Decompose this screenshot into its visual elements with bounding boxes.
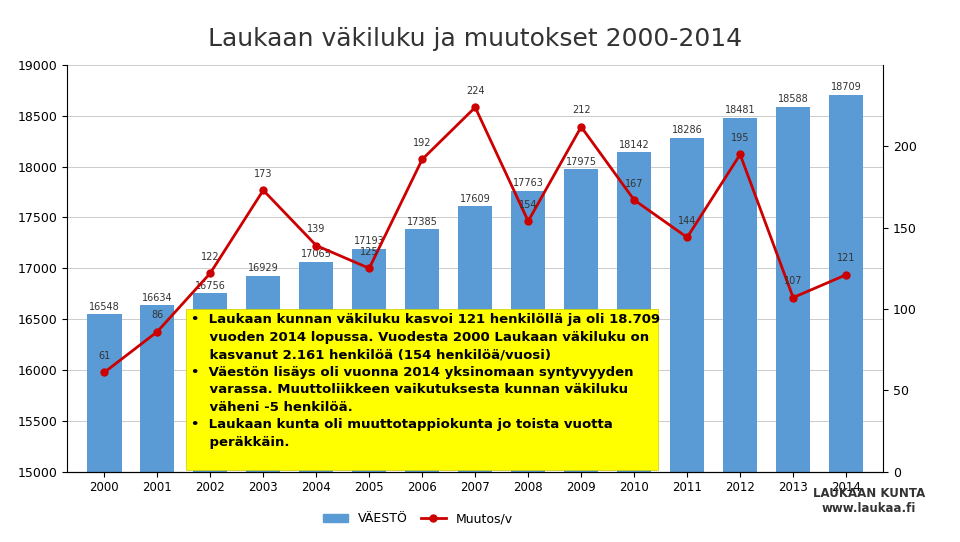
Text: 17609: 17609 (460, 194, 491, 204)
Muutos/v (629, 197, 640, 203)
Text: 17065: 17065 (300, 249, 331, 259)
Bar (723, 118, 757, 542)
Muutos/v (152, 328, 163, 335)
Bar (617, 152, 652, 542)
Text: 16929: 16929 (248, 263, 278, 273)
Muutos/v (99, 369, 110, 376)
Bar (299, 262, 333, 542)
Muutos/v (364, 265, 375, 272)
Text: 16634: 16634 (142, 293, 173, 303)
Text: 17385: 17385 (407, 217, 438, 227)
Bar (511, 191, 545, 542)
Text: 18481: 18481 (725, 105, 756, 115)
Muutos/v (469, 104, 481, 111)
Text: 17763: 17763 (513, 178, 543, 188)
Text: 17975: 17975 (565, 157, 597, 166)
Text: 18142: 18142 (619, 140, 650, 150)
Bar (246, 275, 280, 542)
Text: 192: 192 (413, 138, 431, 148)
Text: 16756: 16756 (195, 281, 226, 291)
Text: LAUKAAN KUNTA
www.laukaa.fi: LAUKAAN KUNTA www.laukaa.fi (813, 487, 924, 515)
Muutos/v (575, 124, 587, 130)
Text: 121: 121 (837, 254, 855, 263)
Text: 167: 167 (625, 179, 643, 189)
Text: 125: 125 (360, 247, 378, 257)
Text: 212: 212 (572, 106, 590, 115)
Bar (140, 306, 175, 542)
Muutos/v (257, 187, 269, 193)
Text: •  Laukaan kunnan väkiluku kasvoi 121 henkilöllä ja oli 18.709
    vuoden 2014 l: • Laukaan kunnan väkiluku kasvoi 121 hen… (191, 313, 660, 448)
Text: 154: 154 (519, 200, 538, 210)
Muutos/v (522, 218, 534, 224)
Bar (405, 229, 440, 542)
Text: 195: 195 (731, 133, 750, 143)
Text: 18709: 18709 (830, 82, 861, 92)
Text: 16548: 16548 (89, 302, 120, 312)
Bar (670, 138, 705, 542)
Muutos/v (840, 272, 852, 278)
Text: 18286: 18286 (672, 125, 703, 135)
Text: 17193: 17193 (354, 236, 385, 246)
Text: 144: 144 (678, 216, 696, 226)
Bar (193, 293, 228, 542)
Muutos/v (310, 242, 322, 249)
Text: 173: 173 (254, 169, 273, 179)
Bar (776, 107, 810, 542)
Muutos/v (417, 156, 428, 163)
Muutos/v (682, 234, 693, 241)
Legend: VÄESTÖ, Muutos/v: VÄESTÖ, Muutos/v (319, 507, 517, 530)
Text: 18588: 18588 (778, 94, 808, 105)
Muutos/v (204, 270, 216, 276)
Muutos/v (787, 294, 799, 301)
Text: 224: 224 (466, 86, 485, 96)
Title: Laukaan väkiluku ja muutokset 2000-2014: Laukaan väkiluku ja muutokset 2000-2014 (208, 27, 742, 50)
Bar (458, 207, 492, 542)
Bar (828, 95, 863, 542)
Text: 107: 107 (784, 276, 803, 286)
Text: 122: 122 (201, 252, 220, 262)
Bar (564, 169, 598, 542)
Bar (87, 314, 122, 542)
Text: 61: 61 (98, 351, 110, 361)
Line: Muutos/v: Muutos/v (101, 104, 850, 376)
Bar (352, 249, 387, 542)
FancyBboxPatch shape (186, 309, 658, 469)
Text: 86: 86 (151, 311, 163, 320)
Muutos/v (734, 151, 746, 158)
Text: 139: 139 (307, 224, 325, 234)
